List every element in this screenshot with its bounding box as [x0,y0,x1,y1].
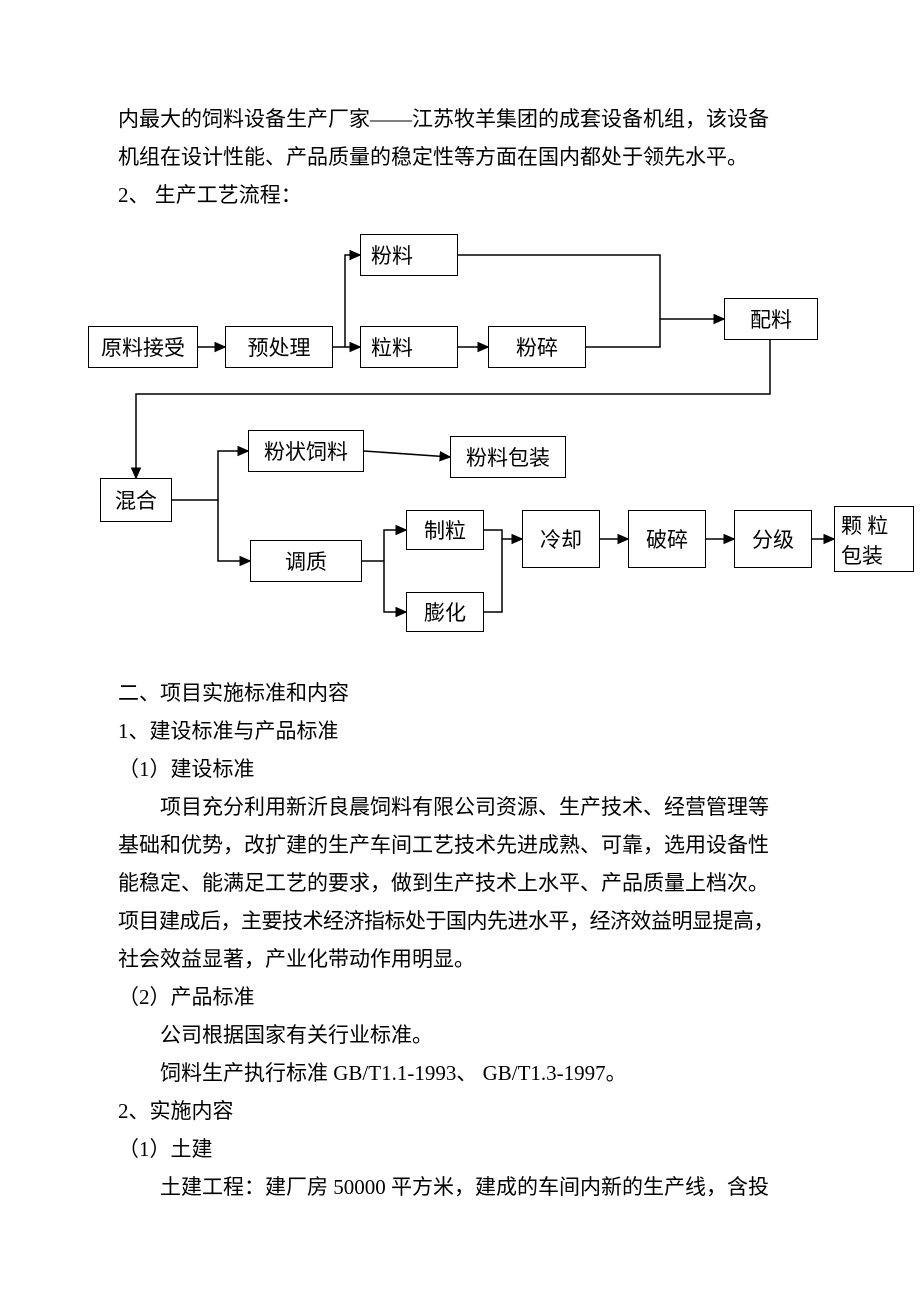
section-2a: （1）土建 [0,1130,920,1168]
flow-edge-mix-pfeed [172,451,248,500]
flow-node-cool: 冷却 [522,510,600,568]
para-1: 项目充分利用新沂良晨饲料有限公司资源、生产技术、经营管理等 [0,788,920,826]
flow-edge-pre-powder [345,255,360,347]
flow-edge-powder-batch [458,255,660,319]
flow-node-pellet: 制粒 [406,510,484,550]
flow-edge-pfeed-ppack [364,451,450,457]
flow-node-pre: 预处理 [225,326,333,368]
flow-node-pfeed: 粉状饲料 [248,430,364,472]
flow-node-raw: 原料接受 [88,326,198,368]
document-page: 内最大的饲料设备生产厂家——江苏牧羊集团的成套设备机组，该设备 机组在设计性能、… [0,0,920,1302]
process-flowchart: 原料接受预处理 粉料粒料粉碎 配料混合 粉状饲料 粉料包装调质 制粒膨化冷却破碎分级颗 粒… [0,214,920,654]
intro-line-1: 内最大的饲料设备生产厂家——江苏牧羊集团的成套设备机组，该设备 [0,100,920,138]
section-1: 1、建设标准与产品标准 [0,712,920,750]
para-3: 能稳定、能满足工艺的要求，做到生产技术上水平、产品质量上档次。 [0,864,920,902]
flow-node-grade: 分级 [734,510,812,568]
section-1a: （1）建设标准 [0,750,920,788]
flow-edge-pellet-cool [484,530,522,539]
flow-node-powder: 粉料 [360,234,458,276]
flow-edge-extrude-cool [484,539,502,612]
text-body: 二、项目实施标准和内容 1、建设标准与产品标准 （1）建设标准 项目充分利用新沂… [0,674,920,1206]
flow-node-crush: 粉碎 [488,326,586,368]
flow-node-gpack: 颗 粒 包装 [834,506,914,572]
flow-edge-cond-extrude [384,561,406,612]
intro-line-2: 机组在设计性能、产品质量的稳定性等方面在国内都处于领先水平。 [0,138,920,176]
flow-node-batch: 配料 [724,298,818,340]
section-1b: （2）产品标准 [0,978,920,1016]
para-8: 土建工程：建厂房 50000 平方米，建成的车间内新的生产线，含投 [0,1168,920,1206]
flow-edge-mix-cond [218,500,250,561]
flowchart-connectors [0,214,920,654]
para-6: 公司根据国家有关行业标准。 [0,1016,920,1054]
flow-node-cond: 调质 [250,540,362,582]
flow-node-grain: 粒料 [360,326,458,368]
flow-edge-crush-batch [586,319,724,347]
section-2: 2、实施内容 [0,1092,920,1130]
flow-node-break: 破碎 [628,510,706,568]
intro-line-3: 2、 生产工艺流程： [0,176,920,214]
flow-node-ppack: 粉料包装 [450,436,566,478]
flow-node-extrude: 膨化 [406,592,484,632]
flow-node-mix: 混合 [100,478,172,522]
flow-edge-cond-pellet [362,530,406,561]
para-7: 饲料生产执行标准 GB/T1.1-1993、 GB/T1.3-1997。 [0,1054,920,1092]
para-2: 基础和优势，改扩建的生产车间工艺技术先进成熟、可靠，选用设备性 [0,826,920,864]
para-5: 社会效益显著，产业化带动作用明显。 [0,940,920,978]
heading-2: 二、项目实施标准和内容 [0,674,920,712]
para-4: 项目建成后，主要技术经济指标处于国内先进水平，经济效益明显提高， [0,902,920,940]
